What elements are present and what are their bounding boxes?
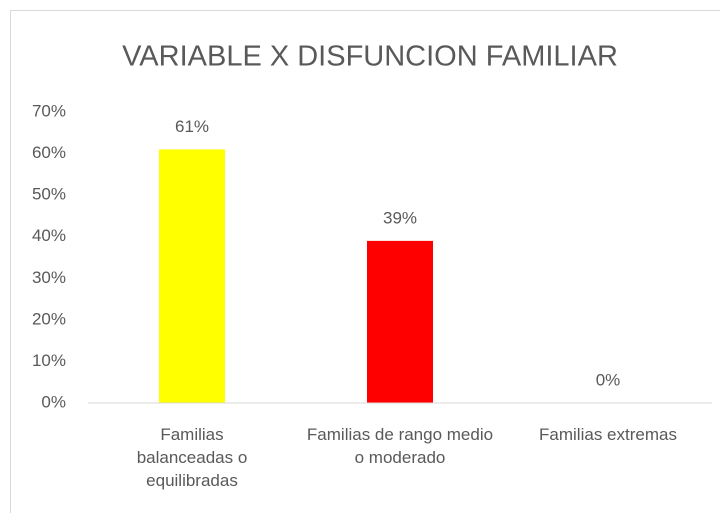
x-tick-label: Familias extremas	[539, 425, 677, 444]
y-tick-label: 20%	[32, 309, 66, 328]
chart-frame	[10, 10, 720, 513]
bar	[367, 240, 433, 403]
y-tick-label: 70%	[32, 101, 66, 120]
y-tick-label: 30%	[32, 268, 66, 287]
y-tick-label: 60%	[32, 143, 66, 162]
y-tick-label: 40%	[32, 226, 66, 245]
y-tick-label: 10%	[32, 351, 66, 370]
chart-title: VARIABLE X DISFUNCION FAMILIAR	[122, 41, 618, 73]
x-tick-label: Familias de rango medio o moderado	[306, 425, 494, 467]
bar	[159, 149, 225, 403]
data-label: 39%	[383, 208, 417, 227]
y-tick-label: 0%	[41, 392, 66, 411]
y-tick-label: 50%	[32, 185, 66, 204]
data-label: 61%	[175, 117, 209, 136]
data-label: 0%	[596, 370, 621, 389]
x-tick-label: Familias balanceadas o equilibradas	[136, 425, 248, 490]
